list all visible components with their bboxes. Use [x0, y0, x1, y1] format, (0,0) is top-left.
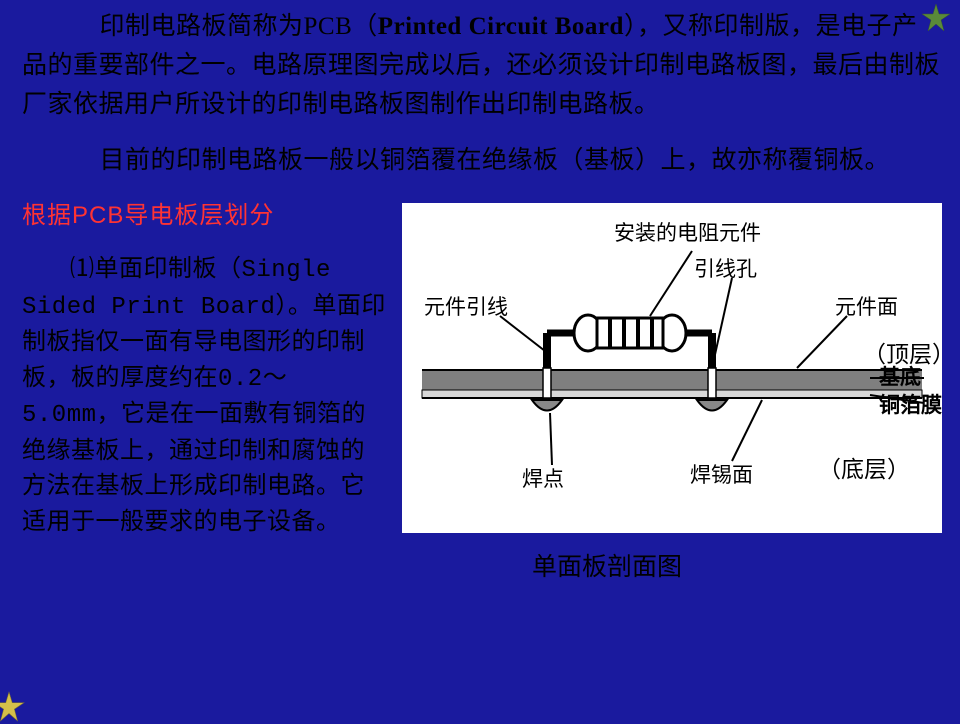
slide-content: 印制电路板简称为PCB（Printed Circuit Board），又称印制版… [0, 0, 960, 558]
p1-text-a: 印制电路板简称为 [100, 13, 304, 40]
p3-num: ⑴ [70, 256, 95, 282]
label-bottom-layer: （底层） [818, 450, 910, 484]
paragraph-2: 目前的印制电路板一般以铜箔覆在绝缘板（基板）上，故亦称覆铜板。 [22, 142, 942, 181]
p1-paren-open: （ [352, 13, 378, 40]
p1-paren-close: ） [624, 13, 637, 40]
paragraph-3: ⑴单面印制板（Single Sided Print Board）。单面印制板指仅… [22, 252, 386, 540]
label-solderpoint: 焊点 [522, 463, 564, 493]
p2-text: 目前的印制电路板一般以铜箔覆在绝缘板（基板）上，故亦称覆铜板。 [100, 147, 891, 174]
label-copper: 铜箔膜 [879, 389, 942, 419]
label-topface: 元件面 [835, 291, 898, 321]
section-heading: 根据PCB导电板层划分 [22, 195, 386, 230]
left-column: 根据PCB导电板层划分 ⑴单面印制板（Single Sided Print Bo… [22, 195, 394, 540]
label-solderface: 焊锡面 [690, 459, 753, 489]
p3-a: 单面印制板（ [95, 256, 242, 282]
star-icon [920, 2, 952, 34]
right-column: 元件引线 安装的电阻元件 引线孔 元件面 基底 铜箔膜 焊点 焊锡面 （顶层） … [394, 195, 942, 540]
label-hole: 引线孔 [694, 253, 757, 283]
label-lead: 元件引线 [424, 291, 508, 321]
diagram-caption: 单面板剖面图 [532, 547, 682, 583]
label-resistor: 安装的电阻元件 [614, 217, 761, 247]
pcb-cross-section-diagram: 元件引线 安装的电阻元件 引线孔 元件面 基底 铜箔膜 焊点 焊锡面 （顶层） … [402, 203, 942, 533]
p1-english: Printed Circuit Board [378, 13, 624, 40]
paragraph-1: 印制电路板简称为PCB（Printed Circuit Board），又称印制版… [22, 8, 942, 124]
label-top-layer: （顶层） [863, 335, 955, 369]
p1-pcb: PCB [304, 13, 353, 40]
star-icon [0, 690, 26, 724]
